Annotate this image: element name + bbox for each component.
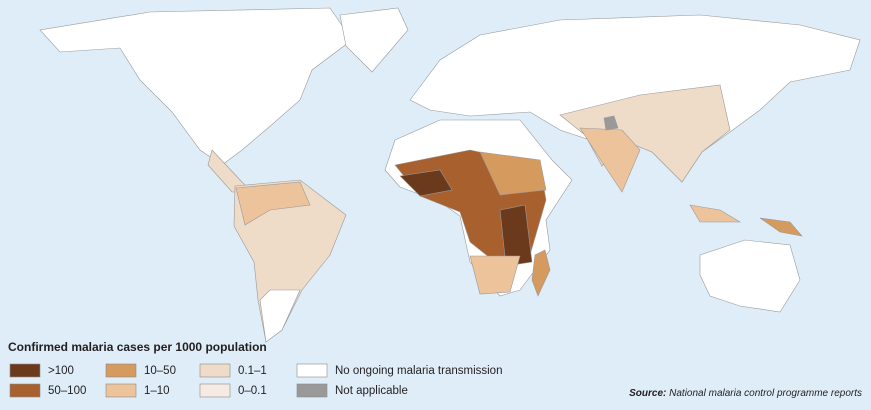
legend-label: 50–100 [48, 385, 86, 397]
southern-cone [259, 289, 301, 343]
not-applicable-region [603, 115, 619, 131]
legend-swatch [199, 363, 231, 378]
source-label: Source: [629, 388, 666, 399]
legend-swatch [296, 383, 328, 398]
world-map [39, 7, 861, 343]
southern-africa [469, 255, 521, 295]
legend-label: 0–0.1 [238, 385, 267, 397]
legend-label: Not applicable [335, 385, 408, 397]
legend-swatch [105, 383, 137, 398]
sudan-region [479, 151, 547, 196]
northern-south-america [235, 181, 311, 226]
australia [699, 239, 801, 313]
legend-label: 0.1–1 [238, 365, 267, 377]
west-africa-high [399, 169, 453, 197]
legend-label: 10–50 [144, 365, 176, 377]
legend: Confirmed malaria cases per 1000 populat… [8, 340, 502, 398]
legend-label: >100 [48, 365, 74, 377]
legend-label: No ongoing malaria transmission [335, 365, 502, 377]
legend-swatch [296, 363, 328, 378]
new-guinea [759, 217, 803, 237]
india [579, 127, 641, 193]
madagascar [531, 249, 551, 297]
legend-label: 1–10 [144, 385, 170, 397]
legend-title: Confirmed malaria cases per 1000 populat… [8, 340, 267, 354]
source-note: Source: National malaria control program… [629, 388, 862, 399]
legend-swatch [9, 363, 41, 378]
greenland [339, 7, 409, 73]
legend-swatch [9, 383, 41, 398]
legend-swatch [199, 383, 231, 398]
legend-swatch [105, 363, 137, 378]
east-africa-high [499, 204, 533, 267]
source-text: National malaria control programme repor… [669, 388, 862, 399]
indonesia [689, 204, 742, 223]
